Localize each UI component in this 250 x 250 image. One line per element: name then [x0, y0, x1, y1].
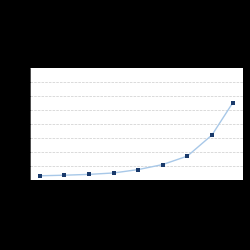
Y-axis label: OD: OD: [9, 120, 14, 128]
Point: [62, 173, 66, 177]
Point: [210, 133, 214, 137]
Point: [112, 171, 116, 175]
Point: [185, 154, 189, 158]
Point: [231, 101, 235, 105]
X-axis label: Mouse Solute Carrier Family 5 Member 11 (SLC5A11)
Concentration (ng/ml): Mouse Solute Carrier Family 5 Member 11 …: [63, 192, 209, 203]
Point: [161, 162, 165, 166]
Point: [136, 168, 140, 172]
Point: [87, 172, 91, 176]
Point: [38, 174, 42, 178]
